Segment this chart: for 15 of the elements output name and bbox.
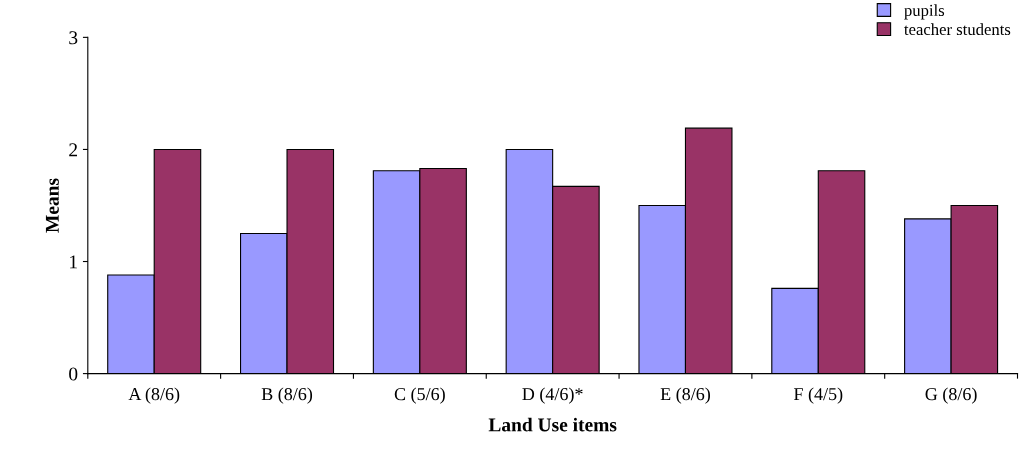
x-tick-label: F (4/5) xyxy=(793,387,843,404)
x-tick-label: A (8/6) xyxy=(128,387,180,404)
y-axis-title: Means xyxy=(45,178,59,233)
legend-label: pupils xyxy=(904,4,945,20)
x-tick-label: B (8/6) xyxy=(261,387,313,404)
y-tick-label: 1 xyxy=(70,255,77,269)
y-tick-label: 3 xyxy=(69,31,78,45)
x-tick-label: G (8/6) xyxy=(925,387,977,404)
x-tick-label: E (8/6) xyxy=(660,387,710,404)
y-tick-label: 0 xyxy=(69,367,78,381)
legend-label: teacher students xyxy=(904,23,1011,36)
x-tick-label: C (5/6) xyxy=(394,387,445,404)
x-axis-title: Land Use items xyxy=(488,417,617,432)
x-tick-label: D (4/6)* xyxy=(522,387,583,404)
y-tick-label: 2 xyxy=(69,143,78,157)
